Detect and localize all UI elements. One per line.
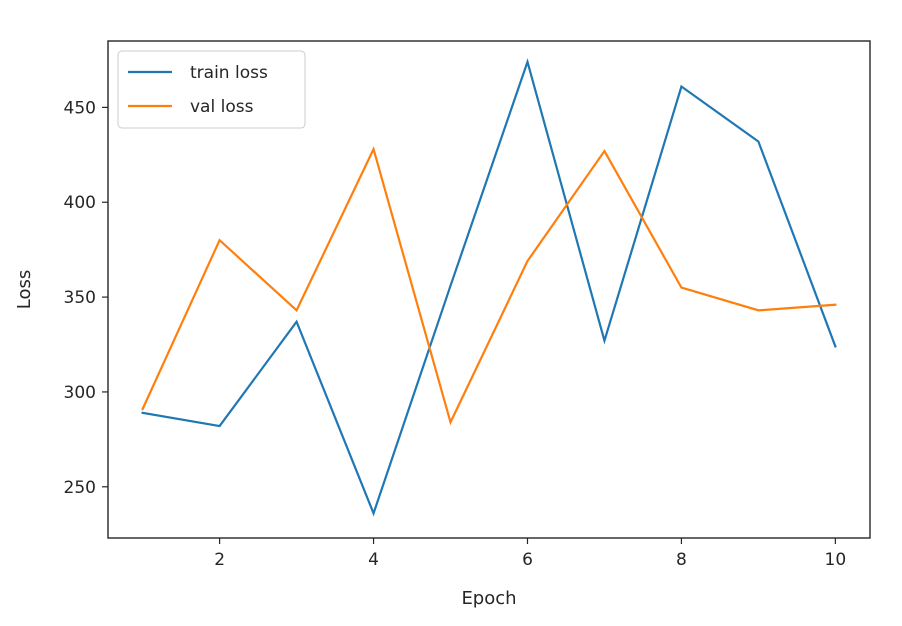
series-layer: [141, 58, 837, 517]
x-tick-label: 6: [522, 550, 533, 570]
legend-label: val loss: [190, 97, 254, 117]
legend-box: [117, 50, 306, 129]
y-tick-label: 400: [64, 193, 96, 213]
legend: train loss val loss: [117, 50, 306, 129]
plot-frame: [107, 40, 871, 539]
series-line-val-loss: [141, 146, 837, 426]
y-axis-label: Loss: [14, 270, 35, 309]
x-axis-label: Epoch: [461, 588, 516, 609]
y-tick-label: 450: [64, 98, 96, 118]
y-tick-label: 300: [64, 383, 96, 403]
x-axis: 2 4 6 8 10: [214, 538, 846, 570]
series-line-train-loss: [141, 58, 837, 517]
y-tick-label: 350: [64, 288, 96, 308]
x-tick-label: 4: [368, 550, 379, 570]
x-tick-label: 8: [676, 550, 687, 570]
y-axis: 250 300 350 400 450: [64, 98, 108, 498]
legend-label: train loss: [190, 63, 268, 83]
x-tick-label: 2: [214, 550, 225, 570]
x-tick-label: 10: [825, 550, 847, 570]
y-tick-label: 250: [64, 478, 96, 498]
